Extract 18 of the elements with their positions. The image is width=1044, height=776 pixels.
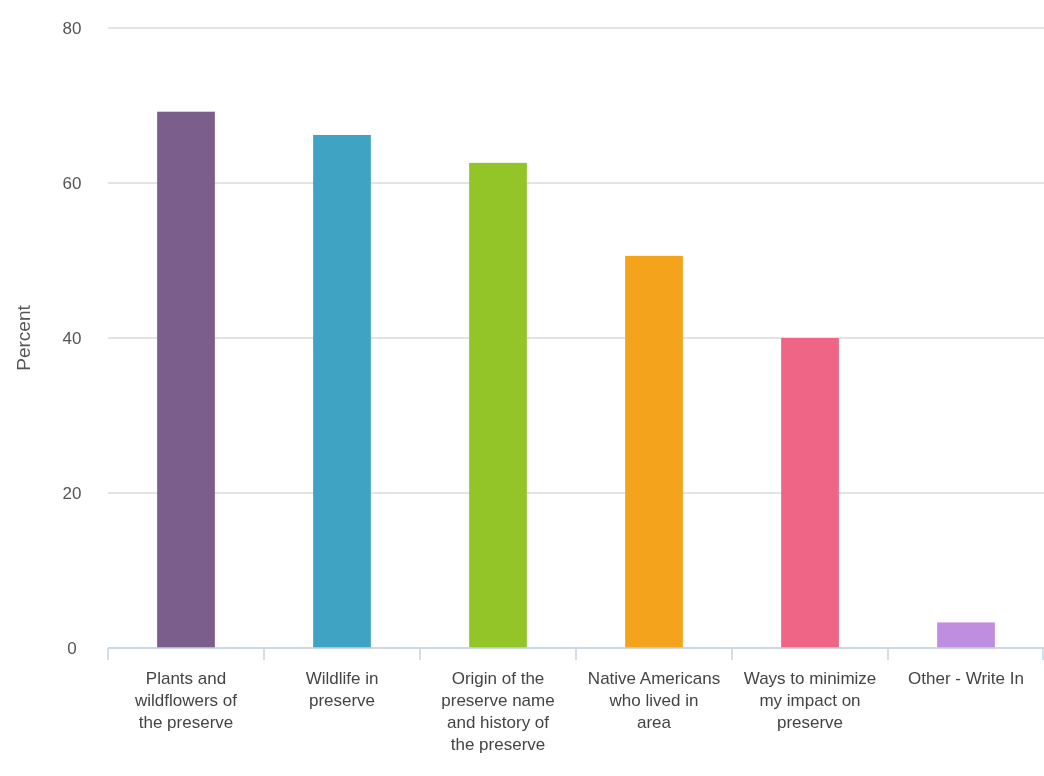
bar — [937, 622, 995, 648]
x-tick-label: Other - Write In — [908, 669, 1024, 688]
bar — [781, 338, 839, 648]
y-tick-label: 80 — [62, 18, 82, 38]
y-axis-title: Percent — [13, 304, 34, 371]
x-tick-label: Plants and wildflowers of the preserve — [133, 669, 238, 732]
bar — [313, 134, 371, 648]
y-tick-label: 40 — [62, 328, 82, 348]
x-tick-label: Ways to minimize my impact on preserve — [743, 669, 877, 732]
y-tick-label: 20 — [62, 483, 82, 503]
x-tick-label: Origin of the preserve name and history of the preserve — [441, 669, 555, 754]
x-tick-label: Native Americans who lived in area — [587, 669, 721, 732]
bar — [625, 255, 683, 648]
bar — [157, 111, 215, 648]
bar — [469, 162, 527, 648]
y-tick-label: 60 — [62, 173, 82, 193]
y-tick-label: 0 — [67, 638, 77, 658]
x-tick-label: Wildlife in preserve — [305, 669, 379, 710]
